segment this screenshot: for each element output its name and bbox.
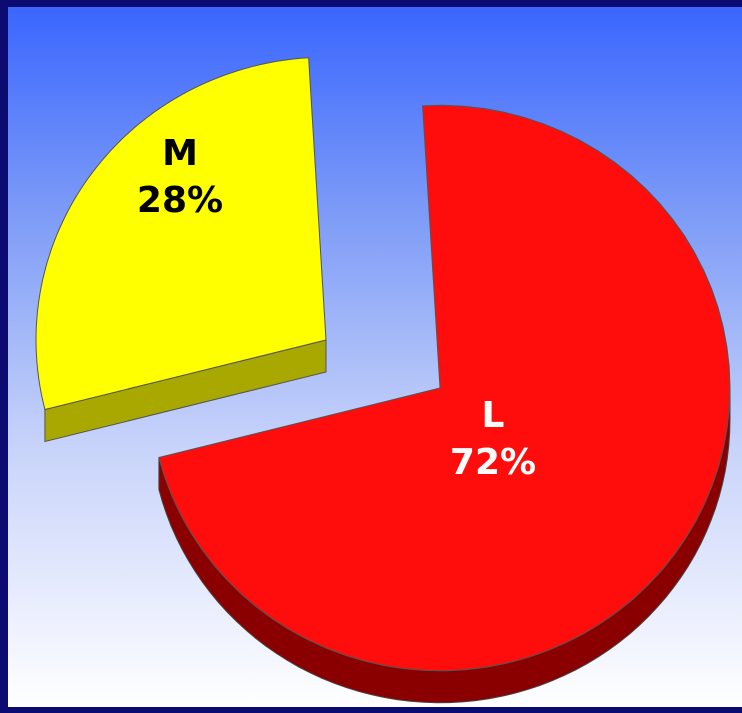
slice-l-value-label: 72%	[450, 442, 536, 483]
slice-m-group	[35, 57, 327, 443]
slice-m	[35, 57, 327, 411]
slice-m-value-label: 28%	[137, 180, 223, 221]
slice-l-category-label: L	[482, 395, 505, 436]
slice-m-category-label: M	[162, 133, 198, 174]
slice-l-group	[158, 104, 731, 704]
slice-l	[158, 104, 731, 672]
